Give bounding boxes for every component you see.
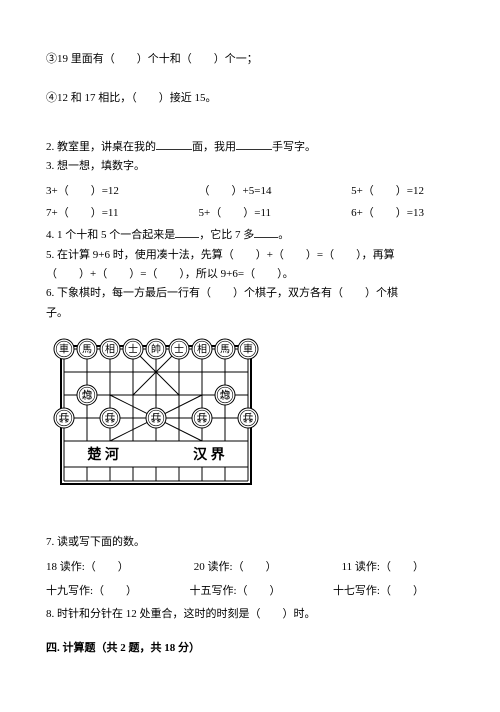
svg-text:馬: 馬 bbox=[82, 344, 92, 356]
p5-l1: 5. 在计算 9+6 时，使用凑十法，先算（ ）+（ ）=（ ），再算 bbox=[46, 248, 454, 263]
p4-blank1 bbox=[175, 227, 199, 238]
p2-b: 面，我用 bbox=[192, 141, 236, 153]
svg-text:車: 車 bbox=[59, 343, 69, 356]
svg-text:相: 相 bbox=[197, 343, 207, 356]
r2b: 十五写作:（ ） bbox=[189, 584, 280, 599]
svg-text:士: 士 bbox=[174, 343, 184, 356]
p4-a: 4. 1 个十和 5 个一合起来是 bbox=[46, 229, 175, 241]
svg-text:車: 車 bbox=[243, 343, 253, 356]
r2c: 十七写作:（ ） bbox=[333, 584, 424, 599]
svg-text:馬: 馬 bbox=[220, 344, 230, 356]
p2-blank1 bbox=[156, 139, 192, 150]
p3-text: 3. 想一想，填数字。 bbox=[46, 159, 454, 174]
read-row-2: 十九写作:（ ） 十五写作:（ ） 十七写作:（ ） bbox=[46, 584, 454, 599]
p4-line: 4. 1 个十和 5 个一合起来是 ，它比 7 多 。 bbox=[46, 227, 454, 243]
r1b: 20 读作:（ ） bbox=[194, 560, 277, 575]
p2-c: 手写字。 bbox=[272, 141, 316, 153]
svg-text:士: 士 bbox=[128, 343, 138, 356]
p2-a: 2. 教室里，讲桌在我的 bbox=[46, 141, 156, 153]
p5-l2: （ ）+（ ）=（ ），所以 9+6=（ ）。 bbox=[46, 267, 454, 282]
r1c: 11 读作:（ ） bbox=[342, 560, 424, 575]
p4-blank2 bbox=[254, 227, 278, 238]
read-row-1: 18 读作:（ ） 20 读作:（ ） 11 读作:（ ） bbox=[46, 560, 454, 575]
eq1b: （ ）+5=14 bbox=[199, 184, 272, 199]
p6-l2: 子。 bbox=[46, 306, 454, 321]
chessboard: 楚 河汉 界車馬相士帥士相馬車炮炮兵兵兵兵兵 bbox=[46, 331, 454, 517]
r2a: 十九写作:（ ） bbox=[46, 584, 137, 599]
svg-text:兵: 兵 bbox=[243, 412, 253, 425]
eq1a: 3+（ ）=12 bbox=[46, 184, 119, 199]
p8-text: 8. 时针和分针在 12 处重合，这时的时刻是（ ）时。 bbox=[46, 607, 454, 622]
section4-heading: 四. 计算题（共 2 题，共 18 分） bbox=[46, 641, 454, 656]
svg-text:楚 河: 楚 河 bbox=[86, 446, 119, 463]
svg-text:帥: 帥 bbox=[151, 343, 161, 356]
p6-l1: 6. 下象棋时，每一方最后一行有（ ）个棋子，双方各有（ ）个棋 bbox=[46, 286, 454, 301]
svg-text:炮: 炮 bbox=[82, 389, 92, 402]
svg-text:兵: 兵 bbox=[151, 412, 161, 425]
q4-text: ④12 和 17 相比，（ ）接近 15。 bbox=[46, 91, 454, 106]
eq2c: 6+（ ）=13 bbox=[351, 206, 424, 221]
p7-text: 7. 读或写下面的数。 bbox=[46, 535, 454, 550]
svg-text:兵: 兵 bbox=[105, 412, 115, 425]
eq2b: 5+（ ）=11 bbox=[199, 206, 272, 221]
equation-row-1: 3+（ ）=12 （ ）+5=14 5+（ ）=12 bbox=[46, 184, 454, 199]
svg-text:汉 界: 汉 界 bbox=[193, 447, 225, 463]
svg-text:兵: 兵 bbox=[197, 412, 207, 425]
equation-row-2: 7+（ ）=11 5+（ ）=11 6+（ ）=13 bbox=[46, 206, 454, 221]
p4-c: 。 bbox=[278, 229, 289, 241]
svg-text:相: 相 bbox=[105, 343, 115, 356]
svg-text:兵: 兵 bbox=[59, 412, 69, 425]
svg-text:炮: 炮 bbox=[220, 389, 230, 402]
p2-blank2 bbox=[236, 139, 272, 150]
r1a: 18 读作:（ ） bbox=[46, 560, 129, 575]
q3-text: ③19 里面有（ ）个十和（ ）个一； bbox=[46, 52, 454, 67]
eq2a: 7+（ ）=11 bbox=[46, 206, 119, 221]
eq1c: 5+（ ）=12 bbox=[351, 184, 424, 199]
p2-line: 2. 教室里，讲桌在我的 面，我用 手写字。 bbox=[46, 139, 454, 155]
p4-b: ，它比 7 多 bbox=[199, 229, 254, 241]
